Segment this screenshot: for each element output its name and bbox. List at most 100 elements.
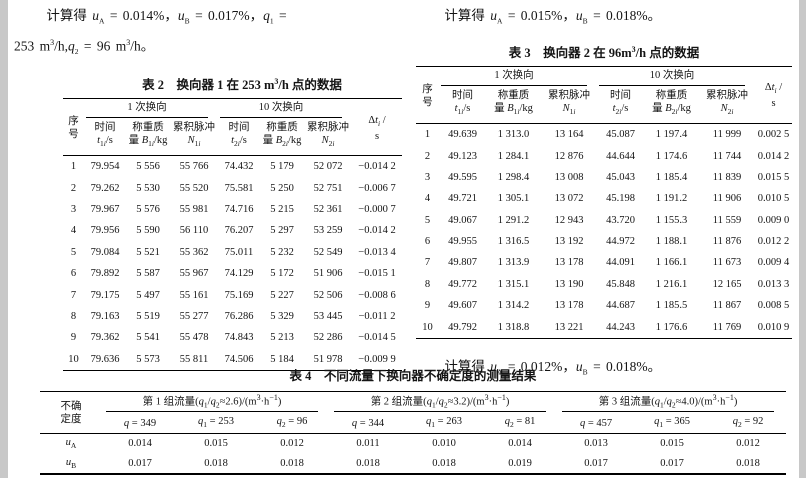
table-cell: 74.129 bbox=[224, 268, 254, 280]
table-cell: 79.636 bbox=[90, 353, 120, 365]
table-cell: 1 197.4 bbox=[655, 129, 688, 141]
table-cell: 5 541 bbox=[136, 332, 160, 344]
table-cell: 5 bbox=[424, 214, 431, 226]
table3: 序号 1 次换向 10 次换向 Δti / s 时间 t1i/s 称重质量 B1i/… bbox=[416, 65, 792, 339]
table-cell: 0.018 bbox=[432, 457, 456, 469]
table-cell: 11 559 bbox=[712, 214, 742, 226]
table-cell: 5 530 bbox=[136, 182, 160, 194]
table-row: 8 79.163 5 519 55 277 76.286 5 329 53 445 −0.01… bbox=[63, 306, 402, 327]
table-cell: 55 981 bbox=[179, 204, 209, 216]
table-cell: 44.644 bbox=[606, 150, 635, 162]
subcol-q1: q1 = 253 bbox=[178, 413, 254, 434]
table-cell: 13 008 bbox=[554, 171, 584, 183]
table-cell: 0.012 bbox=[736, 438, 760, 450]
table-cell: 49.955 bbox=[448, 236, 477, 248]
table-cell: 49.607 bbox=[448, 300, 477, 312]
table-cell: 5 227 bbox=[270, 289, 294, 301]
table-cell: 55 362 bbox=[179, 246, 209, 258]
table-cell: 1 185.5 bbox=[655, 300, 688, 312]
table-cell: 44.972 bbox=[606, 236, 635, 248]
table-cell: 1 314.2 bbox=[497, 300, 530, 312]
table-cell: 11 673 bbox=[712, 257, 742, 269]
table-cell: 0.017 bbox=[128, 457, 152, 469]
table-cell: 12 943 bbox=[554, 214, 584, 226]
table-cell: 5 576 bbox=[136, 204, 160, 216]
table-cell: 52 361 bbox=[313, 204, 343, 216]
table-cell: 74.716 bbox=[224, 204, 254, 216]
table-cell: 6 bbox=[424, 236, 431, 248]
table-row: 10 79.636 5 573 55 811 74.506 5 184 51 978 −0.0… bbox=[63, 349, 402, 371]
table3-title: 表 3 换向器 2 在 96m3/h 点的数据 bbox=[508, 44, 700, 60]
table-cell: 3 bbox=[424, 171, 431, 183]
column-header-pulse1: 累积脉冲 N1i bbox=[541, 85, 597, 124]
result-paragraph-table2: 计算得 uA = 0.014%，uB = 0.017%，q1 = 253 m3/… bbox=[14, 5, 402, 62]
table-cell: 52 072 bbox=[313, 161, 343, 173]
column-header-time1: 时间 t1i/s bbox=[84, 118, 126, 157]
table-cell: 5 556 bbox=[136, 161, 160, 173]
table-cell: −0.013 4 bbox=[358, 246, 396, 258]
table-cell: 0.015 bbox=[660, 438, 684, 450]
table-cell: 8 bbox=[70, 311, 77, 323]
table-cell: 0.019 bbox=[508, 457, 532, 469]
page-edge-left bbox=[0, 0, 8, 478]
table-cell: 7 bbox=[424, 257, 431, 269]
table-cell: 5 329 bbox=[270, 311, 294, 323]
table-cell: 5 590 bbox=[136, 225, 160, 237]
table-row: 2 79.262 5 530 55 520 75.581 5 250 52 751 −0.00… bbox=[63, 178, 402, 199]
table-cell: 5 213 bbox=[270, 332, 294, 344]
table-cell: 1 318.8 bbox=[497, 321, 530, 333]
table-cell: 56 110 bbox=[179, 225, 209, 237]
table-cell: 11 839 bbox=[712, 171, 742, 183]
table-row: 5 79.084 5 521 55 362 75.011 5 232 52 549 −0.01… bbox=[63, 242, 402, 263]
table-cell: 13 072 bbox=[554, 193, 584, 205]
table-cell: −0.006 7 bbox=[358, 182, 396, 194]
result-line: 计算得 uA = 0.014%，uB = 0.017%，q1 = bbox=[46, 8, 287, 26]
table-cell: 0.012 bbox=[280, 438, 304, 450]
table-cell: 49.639 bbox=[448, 129, 477, 141]
table-cell: 79.956 bbox=[90, 225, 120, 237]
column-header-time1: 时间 t1i/s bbox=[439, 85, 486, 124]
subcol-q1: q1 = 365 bbox=[634, 413, 711, 434]
table-cell: −0.014 5 bbox=[358, 332, 396, 344]
column-header-uncertainty: 不确 定度 bbox=[40, 391, 102, 434]
table-cell: 7 bbox=[70, 289, 77, 301]
table-cell: 55 766 bbox=[179, 161, 209, 173]
table-cell: 0.010 5 bbox=[757, 193, 790, 205]
table-cell: 9 bbox=[424, 300, 431, 312]
table-row: 3 79.967 5 576 55 981 74.716 5 215 52 361 −0.00… bbox=[63, 199, 402, 220]
table-cell: −0.015 1 bbox=[358, 268, 396, 280]
table-row: 6 49.955 1 316.5 13 192 44.972 1 188.1 11 876 0… bbox=[416, 231, 792, 252]
table-cell: 2 bbox=[424, 150, 431, 162]
column-header-pulse1: 累积脉冲 N1i bbox=[170, 118, 218, 157]
result-line: 253 m3/h,q2 = 96 m3/h。 bbox=[14, 37, 155, 56]
table-cell: −0.000 7 bbox=[358, 204, 396, 216]
table-row: 7 79.175 5 497 55 161 75.169 5 227 52 506 −0.00… bbox=[63, 284, 402, 305]
table-cell: 79.967 bbox=[90, 204, 120, 216]
table-cell: 5 250 bbox=[270, 182, 294, 194]
table-cell: 1 216.1 bbox=[655, 278, 688, 290]
table-cell: 49.807 bbox=[448, 257, 477, 269]
table-row: 5 49.067 1 291.2 12 943 43.720 1 155.3 11 559 0… bbox=[416, 210, 792, 231]
group-header-flow-1: 第 1 组流量(q1/q2≈2.6)/(m3·h−1) bbox=[102, 392, 330, 414]
table-cell: 2 bbox=[70, 182, 77, 194]
table-cell: 1 315.1 bbox=[497, 278, 530, 290]
table4: 不确 定度 第 1 组流量(q1/q2≈2.6)/(m3·h−1) 第 2 组流量… bbox=[40, 391, 787, 475]
subcol-q2: q2 = 92 bbox=[710, 413, 787, 434]
table-cell: 5 172 bbox=[270, 268, 294, 280]
left-column: 计算得 uA = 0.014%，uB = 0.017%，q1 = 253 m3/… bbox=[14, 5, 402, 372]
table-cell: 4 bbox=[424, 193, 431, 205]
table-cell: 49.792 bbox=[448, 321, 477, 333]
table-cell: 52 549 bbox=[313, 246, 343, 258]
table-row: 7 49.807 1 313.9 13 178 44.091 1 166.1 11 673 0… bbox=[416, 252, 792, 273]
column-header-seq: 序号 bbox=[63, 98, 84, 157]
table4-header: 不确 定度 第 1 组流量(q1/q2≈2.6)/(m3·h−1) 第 2 组流量… bbox=[40, 391, 787, 434]
table-cell: 79.362 bbox=[90, 332, 120, 344]
page-edge-right bbox=[799, 0, 806, 478]
table-cell: 49.123 bbox=[448, 150, 477, 162]
table2: 序号 1 次换向 10 次换向 Δti / s 时间 t1i/s 称重质量 B1i/… bbox=[63, 98, 402, 372]
subcol-q: q = 344 bbox=[330, 413, 407, 434]
table4-title: 表 4 不同流量下换向器不确定度的测量结果 bbox=[289, 369, 537, 383]
group-header-1-commutation: 1 次换向 bbox=[84, 99, 218, 119]
group-header-10-commutation: 10 次换向 bbox=[218, 99, 352, 119]
